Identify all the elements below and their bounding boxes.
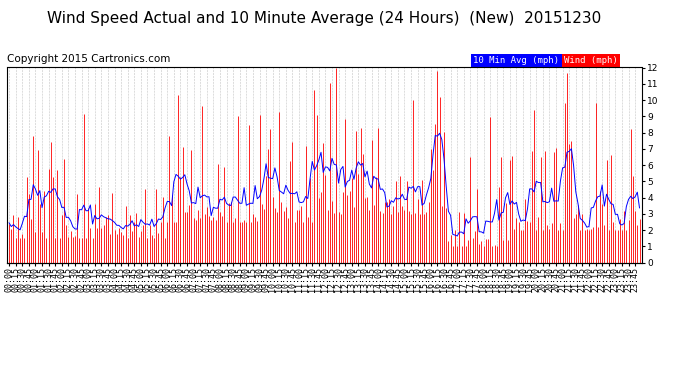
Text: 10 Min Avg (mph): 10 Min Avg (mph) [473, 56, 560, 65]
Text: Wind Speed Actual and 10 Minute Average (24 Hours)  (New)  20151230: Wind Speed Actual and 10 Minute Average … [47, 11, 602, 26]
Text: Wind (mph): Wind (mph) [564, 56, 618, 65]
Text: Copyright 2015 Cartronics.com: Copyright 2015 Cartronics.com [7, 54, 170, 64]
